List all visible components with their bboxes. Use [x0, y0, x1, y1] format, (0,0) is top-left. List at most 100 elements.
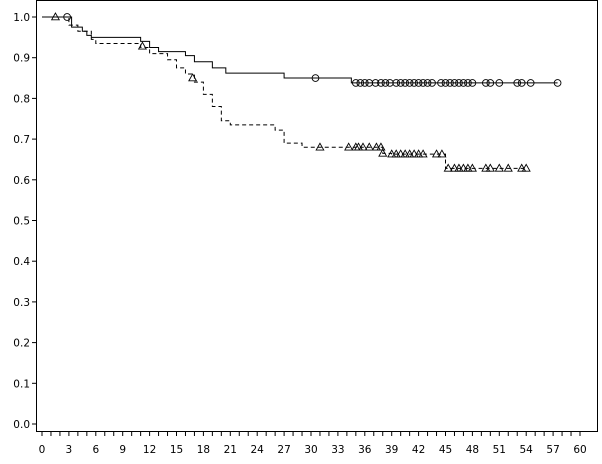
- censor-marker-circle: [311, 74, 320, 82]
- censor-marker-triangle: [387, 149, 397, 158]
- plot-frame: [36, 0, 598, 432]
- y-tick-label: 0.6: [13, 175, 30, 187]
- censor-marker-circle: [396, 79, 405, 87]
- censor-marker-triangle: [50, 12, 61, 21]
- censor-marker-circle: [526, 79, 535, 87]
- x-tick-label: 12: [143, 444, 156, 456]
- censor-marker-triangle: [454, 163, 464, 172]
- censor-marker-circle: [356, 79, 365, 87]
- censor-marker-triangle: [353, 142, 364, 151]
- censor-marker-circle: [450, 79, 459, 87]
- y-tick-label: 0.3: [13, 297, 30, 309]
- y-tick-label: 0.1: [13, 378, 30, 390]
- series-1: [42, 13, 562, 87]
- censor-marker-triangle: [396, 149, 406, 158]
- censor-marker-triangle: [437, 149, 447, 158]
- y-tick-label: 0.8: [13, 93, 30, 105]
- x-tick-label: 45: [439, 444, 452, 456]
- censor-marker-circle: [446, 79, 454, 87]
- censor-marker-triangle: [400, 149, 410, 158]
- censor-marker-triangle: [521, 163, 531, 172]
- censor-marker-circle: [455, 79, 463, 87]
- x-tick-label: 60: [573, 444, 586, 456]
- x-tick-label: 3: [66, 444, 73, 456]
- censor-marker-triangle: [376, 142, 386, 151]
- y-tick-label: 0.5: [13, 216, 30, 228]
- y-tick-label: 0.2: [13, 338, 30, 350]
- censor-marker-circle: [553, 79, 562, 87]
- censor-marker-circle: [419, 79, 427, 87]
- censor-marker-circle: [360, 79, 369, 87]
- x-tick-label: 42: [412, 444, 425, 456]
- censor-marker-triangle: [481, 163, 491, 172]
- x-tick-label: 36: [358, 444, 372, 456]
- censor-marker-circle: [464, 79, 472, 87]
- censor-marker-triangle: [458, 163, 469, 172]
- censor-marker-triangle: [315, 142, 325, 151]
- censor-marker-circle: [423, 79, 432, 87]
- x-tick-label: 9: [119, 444, 126, 456]
- censor-marker-circle: [428, 79, 436, 87]
- censor-marker-triangle: [358, 142, 368, 151]
- censor-marker-circle: [381, 79, 390, 87]
- y-tick-label: 0.7: [13, 134, 30, 146]
- x-tick-label: 18: [197, 444, 210, 456]
- censor-marker-circle: [459, 79, 468, 87]
- censor-marker-triangle: [409, 149, 419, 158]
- x-tick-label: 57: [546, 444, 559, 456]
- censor-marker-triangle: [503, 163, 513, 172]
- x-tick-label: 51: [493, 444, 506, 456]
- x-tick-label: 0: [39, 444, 46, 456]
- x-tick-label: 39: [385, 444, 398, 456]
- y-tick-label: 0.4: [13, 256, 30, 268]
- censor-marker-circle: [371, 79, 380, 87]
- x-tick-label: 30: [304, 444, 317, 456]
- censor-marker-circle: [392, 79, 401, 87]
- series-layer: [42, 12, 562, 172]
- series-2: [42, 12, 531, 172]
- x-axis: 0 3 6 9 12 15 18 21 24 27 30 33 36 39 42 45 48 51 54 57 60: [39, 431, 587, 456]
- x-tick-label: 54: [520, 444, 534, 456]
- censor-marker-triangle: [405, 149, 415, 158]
- censor-marker-triangle: [371, 142, 382, 151]
- censor-marker-circle: [517, 79, 526, 87]
- censor-marker-triangle: [351, 142, 361, 151]
- censor-marker-circle: [468, 79, 477, 87]
- censor-marker-triangle: [449, 163, 460, 172]
- censor-marker-circle: [365, 79, 374, 87]
- censor-marker-triangle: [414, 149, 424, 158]
- censor-marker-triangle: [463, 163, 473, 172]
- censor-marker-circle: [513, 79, 522, 87]
- censor-marker-triangle: [517, 163, 527, 172]
- censor-marker-circle: [495, 79, 504, 87]
- x-tick-label: 24: [251, 444, 265, 456]
- censor-marker-triangle: [378, 148, 388, 157]
- censor-marker-triangle: [467, 163, 477, 172]
- censor-marker-triangle: [431, 149, 442, 158]
- censor-marker-circle: [351, 79, 360, 87]
- y-tick-label: 0.9: [13, 53, 30, 65]
- censor-marker-circle: [437, 79, 445, 87]
- x-tick-label: 27: [277, 444, 290, 456]
- censor-marker-triangle: [443, 163, 453, 172]
- censor-marker-circle: [386, 79, 394, 87]
- y-axis: 0.0 0.1 0.2 0.3 0.4 0.5 0.6 0.7 0.8 0.9 1.0: [13, 12, 37, 431]
- censor-marker-circle: [441, 79, 450, 87]
- censor-marker-triangle: [364, 142, 374, 151]
- censor-marker-circle: [410, 79, 418, 87]
- censor-marker-triangle: [188, 73, 198, 82]
- x-tick-label: 33: [331, 444, 344, 456]
- censor-marker-circle: [414, 79, 423, 87]
- y-tick-label: 0.0: [13, 419, 30, 431]
- censor-marker-triangle: [485, 163, 495, 172]
- censor-marker-triangle: [137, 41, 147, 50]
- censor-marker-triangle: [344, 142, 354, 151]
- censor-marker-triangle: [494, 163, 504, 172]
- x-tick-label: 21: [224, 444, 237, 456]
- x-tick-label: 48: [466, 444, 479, 456]
- censor-marker-triangle: [418, 149, 428, 158]
- censor-marker-circle: [405, 79, 414, 87]
- censor-marker-triangle: [391, 149, 401, 158]
- x-tick-label: 15: [170, 444, 183, 456]
